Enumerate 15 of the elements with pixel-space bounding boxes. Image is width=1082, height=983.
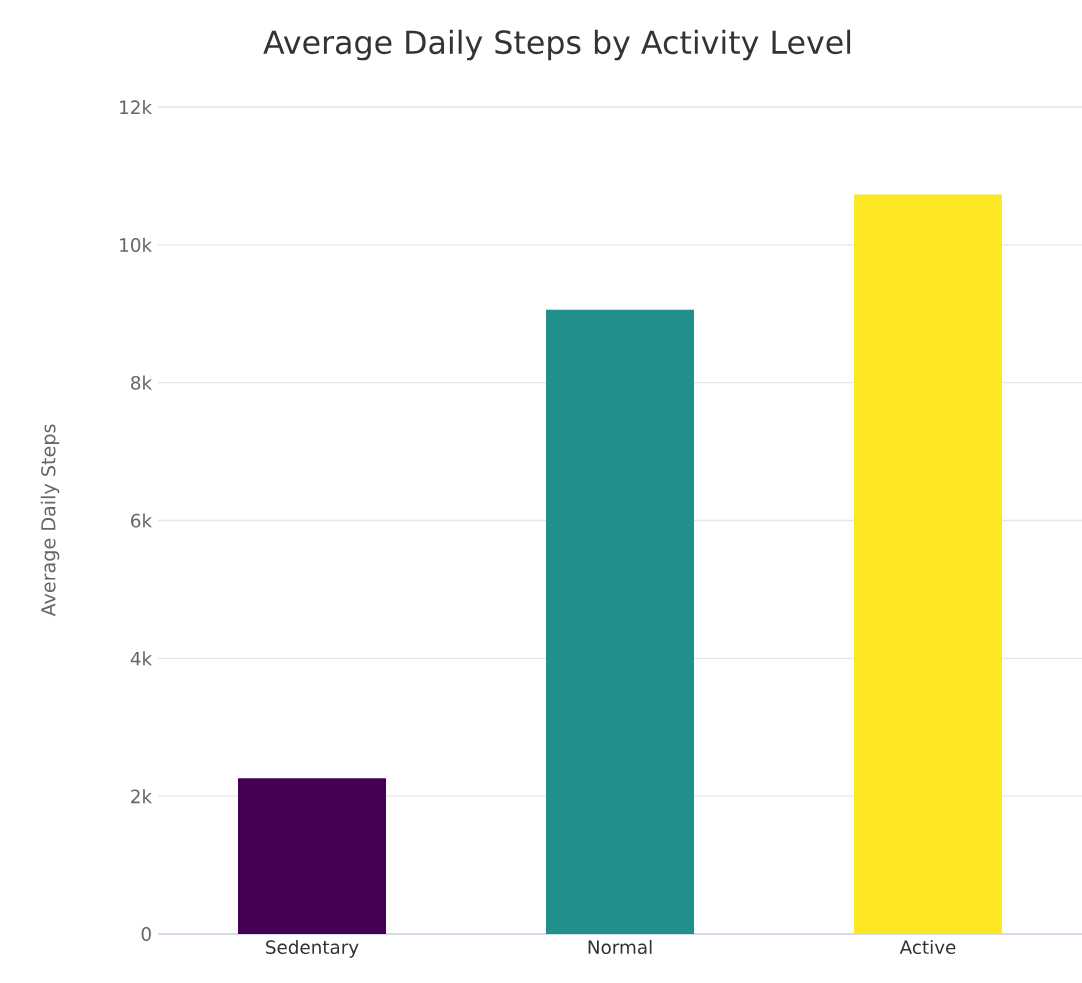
y-tick-label: 2k bbox=[131, 789, 153, 804]
y-axis-title: Average Daily Steps bbox=[40, 424, 60, 617]
y-tick-label: 12k bbox=[120, 100, 153, 114]
y-tick-label: 10k bbox=[120, 237, 153, 252]
y-tick-label: 4k bbox=[130, 651, 153, 666]
x-tick-label: Active bbox=[899, 939, 956, 955]
x-tick-label: Normal bbox=[588, 939, 652, 955]
y-tick-label: 8k bbox=[131, 375, 153, 390]
y-tick-label: 6k bbox=[131, 513, 153, 528]
bar bbox=[238, 778, 386, 934]
x-tick-label: Sedentary bbox=[266, 939, 359, 958]
bar bbox=[854, 194, 1003, 934]
bar bbox=[546, 309, 695, 934]
chart-title: Average Daily Steps by Activity Level bbox=[263, 29, 851, 61]
y-tick-label: 0 bbox=[141, 927, 151, 941]
